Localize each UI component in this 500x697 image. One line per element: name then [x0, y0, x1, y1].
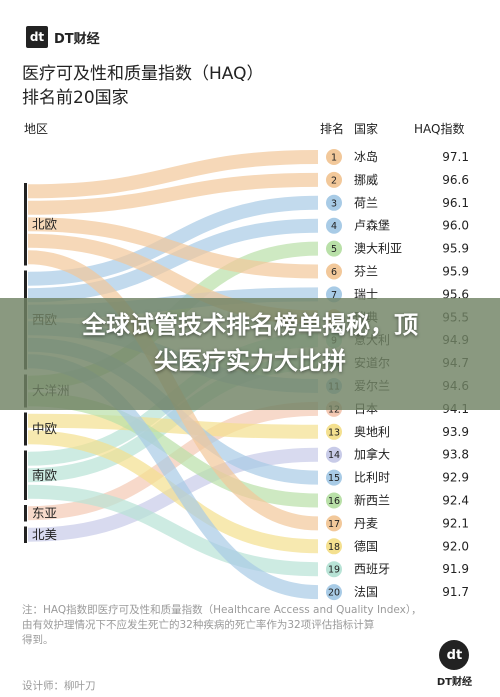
brand-logo: dt DT财经: [26, 26, 100, 48]
rank-label-2: 2: [331, 175, 337, 186]
region-bar-东亚: [24, 505, 27, 522]
haq-value-19: 91.9: [442, 562, 469, 576]
flow-19: [27, 484, 319, 577]
country-label-20: 法国: [354, 585, 378, 599]
footer-logo-mark: dt: [439, 640, 470, 670]
country-label-3: 荷兰: [354, 196, 378, 210]
rank-label-3: 3: [331, 198, 337, 209]
haq-value-18: 92.0: [442, 539, 469, 553]
country-label-15: 比利时: [354, 471, 390, 485]
haq-value-2: 96.6: [442, 173, 469, 187]
rank-label-14: 14: [328, 450, 340, 461]
logo-mark: dt: [26, 26, 48, 48]
flow-18: [27, 430, 319, 554]
haq-value-1: 97.1: [442, 150, 469, 164]
country-label-6: 芬兰: [354, 265, 378, 279]
rank-bubble-5: [326, 240, 342, 257]
haq-value-14: 93.8: [442, 448, 469, 462]
rank-label-18: 18: [328, 542, 340, 553]
haq-value-7: 95.6: [442, 287, 469, 301]
rank-bubble-4: [326, 217, 342, 234]
rank-label-13: 13: [328, 427, 340, 438]
rank-label-5: 5: [331, 244, 337, 255]
country-label-14: 加拿大: [354, 447, 390, 462]
rank-label-4: 4: [331, 221, 337, 232]
flow-6: [27, 217, 319, 279]
header-haq: HAQ指数: [414, 121, 464, 136]
region-bar-中欧: [24, 412, 27, 446]
haq-value-20: 91.7: [442, 585, 469, 599]
haq-value-3: 96.1: [442, 196, 469, 210]
headline-banner: [0, 298, 500, 410]
region-label-北美: 北美: [32, 527, 57, 542]
header-rank: 排名: [320, 121, 344, 136]
brand-name: DT财经: [54, 31, 100, 47]
country-label-19: 西班牙: [354, 562, 390, 576]
title-line-1: 医疗可及性和质量指数（HAQ）: [22, 64, 264, 84]
rank-bubble-18: [326, 538, 342, 555]
footer-logo: dt DT财经: [437, 640, 472, 688]
rank-label-6: 6: [331, 267, 337, 278]
rank-bubble-13: [326, 423, 342, 440]
rank-bubble-19: [326, 561, 342, 578]
rank-bubble-2: [326, 171, 342, 188]
region-label-南欧: 南欧: [32, 467, 58, 482]
header-region: 地区: [24, 122, 48, 136]
headline-line-2: 尖医疗实力大比拼: [154, 347, 346, 375]
country-label-5: 澳大利亚: [354, 242, 402, 256]
country-label-1: 冰岛: [354, 149, 378, 164]
haq-value-15: 92.9: [442, 471, 469, 485]
rank-label-19: 19: [328, 565, 340, 576]
haq-value-4: 96.0: [442, 219, 469, 233]
haq-value-6: 95.9: [442, 265, 469, 279]
rank-bubble-20: [326, 584, 342, 601]
footer-brand-name: DT财经: [436, 677, 472, 688]
flow-4: [27, 218, 319, 303]
footnote-line-1: 注：HAQ指数即医疗可及性和质量指数（Healthcare Access and…: [22, 604, 422, 616]
haq-value-5: 95.9: [442, 242, 469, 256]
rank-label-15: 15: [328, 473, 340, 484]
region-label-中欧: 中欧: [32, 421, 58, 436]
region-bar-南欧: [24, 450, 27, 500]
region-label-北欧: 北欧: [32, 216, 58, 231]
rank-label-20: 20: [328, 588, 340, 599]
region-bar-北美: [24, 526, 27, 543]
haq-value-17: 92.1: [442, 516, 469, 530]
rank-label-7: 7: [331, 290, 337, 301]
footnote: 注：HAQ指数即医疗可及性和质量指数（Healthcare Access and…: [22, 603, 442, 648]
rank-bubble-17: [326, 515, 342, 532]
flow-13: [27, 413, 319, 439]
rank-bubble-14: [326, 446, 342, 463]
haq-value-13: 93.9: [442, 425, 469, 439]
designer-credit: 设计师：柳叶刀: [22, 680, 96, 692]
footnote-line-3: 得到。: [22, 634, 54, 646]
flow-2: [27, 172, 319, 215]
country-label-17: 丹麦: [354, 516, 378, 530]
haq-value-16: 92.4: [442, 494, 469, 508]
region-bar-北欧: [24, 183, 27, 266]
country-label-7: 瑞士: [354, 287, 378, 301]
rank-bubble-3: [326, 194, 342, 211]
country-label-13: 奥地利: [354, 425, 390, 439]
title-line-2: 排名前20国家: [22, 88, 129, 108]
flow-12: [27, 401, 319, 521]
flow-1: [27, 150, 319, 199]
country-label-4: 卢森堡: [354, 218, 390, 233]
rank-bubble-15: [326, 469, 342, 486]
headline-line-1: 全球试管技术排名榜单揭秘，顶: [82, 311, 418, 339]
header-country: 国家: [354, 121, 378, 136]
region-label-东亚: 东亚: [32, 505, 57, 520]
country-label-18: 德国: [354, 538, 378, 553]
country-label-16: 新西兰: [354, 493, 390, 508]
chart-title: 医疗可及性和质量指数（HAQ） 排名前20国家: [22, 62, 264, 110]
rank-label-1: 1: [331, 153, 337, 164]
country-label-2: 挪威: [354, 173, 378, 187]
rank-bubble-6: [326, 263, 342, 280]
rank-label-17: 17: [328, 519, 340, 530]
rank-bubble-1: [326, 149, 342, 165]
footnote-line-2: 由有效护理情况下不应发生死亡的32种疾病的死亡率作为32项评估指标计算: [22, 619, 375, 631]
rank-bubble-16: [326, 492, 342, 509]
headline-text: 全球试管技术排名榜单揭秘，顶 尖医疗实力大比拼: [0, 307, 500, 379]
rank-label-16: 16: [328, 496, 340, 507]
